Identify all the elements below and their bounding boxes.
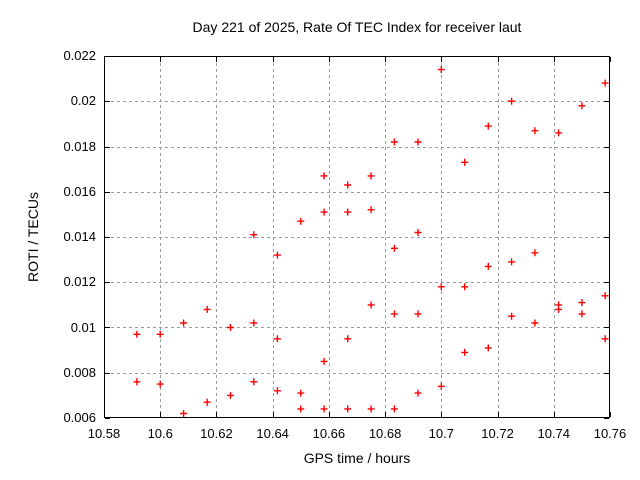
x-tick-label: 10.62: [200, 426, 233, 441]
y-tick-label: 0.016: [63, 183, 96, 199]
y-tick-label: 0.02: [70, 93, 96, 109]
x-tick-label: 10.68: [368, 426, 402, 441]
chart-title: Day 221 of 2025, Rate Of TEC Index for r…: [192, 19, 522, 35]
y-tick-label: 0.01: [70, 319, 96, 335]
axis-ticks: [104, 56, 611, 419]
data-point-markers: [133, 66, 609, 417]
x-tick-label: 10.58: [87, 426, 121, 441]
y-tick-label: 0.018: [63, 138, 96, 154]
grid-lines: [105, 57, 609, 417]
plot-border: [104, 56, 610, 418]
x-axis-label: GPS time / hours: [303, 450, 411, 466]
x-tick-label: 10.66: [312, 426, 346, 441]
x-tick-label: 10.76: [593, 426, 627, 441]
y-tick-label: 0.006: [63, 410, 96, 425]
x-tick-label: 10.74: [537, 426, 571, 441]
y-tick-label: 0.012: [63, 274, 96, 290]
y-tick-label: 0.008: [63, 364, 96, 380]
x-tick-label: 10.7: [428, 426, 454, 441]
x-tick-label: 10.6: [147, 426, 173, 441]
y-tick-label: 0.014: [63, 229, 96, 244]
x-tick-label: 10.64: [256, 426, 289, 441]
y-tick-label: 0.022: [63, 48, 96, 63]
x-tick-label: 10.72: [481, 426, 514, 441]
